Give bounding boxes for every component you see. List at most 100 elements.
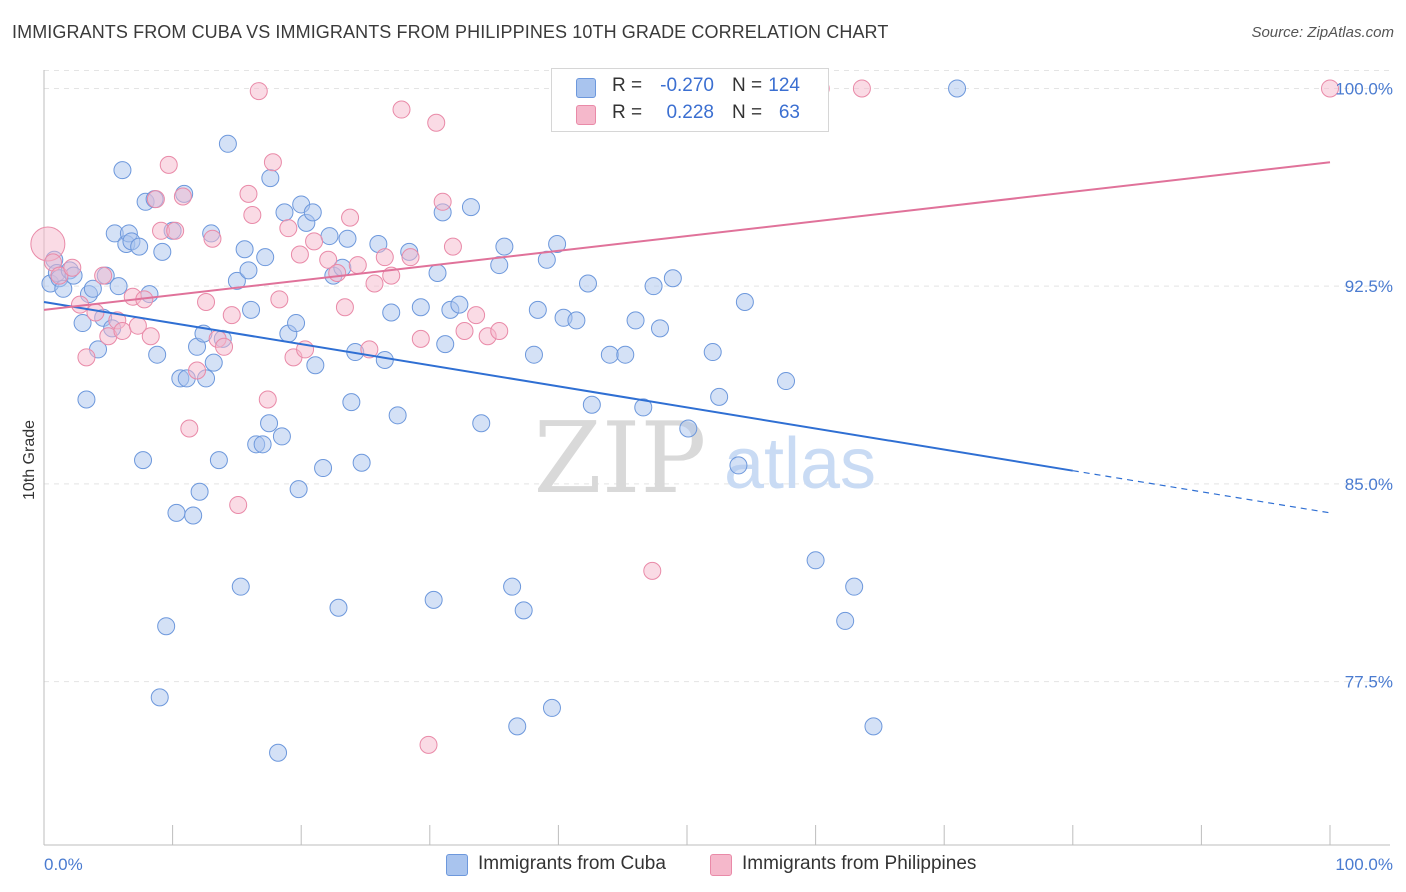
y-tick-label: 77.5%: [1345, 673, 1393, 692]
data-point: [63, 258, 82, 277]
source-label: Source: ZipAtlas.com: [1251, 24, 1394, 41]
bottom-legend-label: Immigrants from Cuba: [478, 853, 666, 874]
data-point: [303, 203, 322, 222]
watermark-atlas: atlas: [724, 424, 876, 504]
data-point: [436, 335, 455, 354]
legend-swatch-philippines: [576, 105, 596, 125]
data-point: [663, 269, 682, 288]
data-point: [73, 314, 92, 333]
data-point: [735, 292, 754, 311]
data-point: [338, 229, 357, 248]
data-point: [508, 717, 527, 736]
data-point: [490, 256, 509, 275]
data-point: [348, 256, 367, 275]
data-point: [222, 306, 241, 325]
data-point: [275, 203, 294, 222]
y-tick-labels: 77.5% 85.0% 92.5% 100.0%: [1335, 79, 1393, 691]
data-point: [215, 337, 234, 356]
data-point: [382, 303, 401, 322]
data-point: [335, 298, 354, 317]
data-point: [188, 361, 207, 380]
data-point: [94, 266, 113, 285]
data-point: [650, 319, 669, 338]
legend-row-philippines: R = 0.228 N = 63: [552, 100, 828, 128]
data-point: [461, 198, 480, 217]
legend-swatch-cuba: [576, 78, 596, 98]
y-axis-label: 10th Grade: [21, 420, 38, 500]
data-point: [365, 274, 384, 293]
trend-lines: [43, 161, 1331, 514]
data-point: [401, 248, 420, 267]
data-point: [109, 277, 128, 296]
data-point: [352, 453, 371, 472]
data-point: [443, 237, 462, 256]
data-point: [227, 271, 246, 290]
data-point: [582, 395, 601, 414]
data-point: [375, 248, 394, 267]
data-point: [524, 345, 543, 364]
data-point: [77, 348, 96, 367]
legend-r-value: 0.228: [666, 102, 714, 123]
data-point: [433, 192, 452, 211]
data-point: [729, 456, 748, 475]
data-point: [528, 300, 547, 319]
data-point: [1321, 79, 1339, 98]
data-point: [328, 263, 347, 282]
data-point: [204, 353, 223, 372]
data-point: [256, 248, 275, 267]
data-point: [243, 205, 262, 224]
data-point: [411, 329, 430, 348]
legend-r-value: -0.270: [660, 75, 714, 96]
legend-r-label: R =: [612, 75, 643, 96]
trend-line-philippines: [43, 161, 1331, 311]
data-point: [141, 327, 160, 346]
data-point: [272, 427, 291, 446]
data-point: [806, 551, 825, 570]
data-point: [190, 482, 209, 501]
data-point: [419, 735, 438, 754]
data-point: [146, 190, 165, 209]
data-point: [148, 345, 167, 364]
bottom-legend-swatch-philippines: [710, 854, 732, 876]
bottom-legend: Immigrants from Cuba Immigrants from Phi…: [0, 852, 1406, 878]
legend: R = -0.270 N = 124 R = 0.228 N = 63: [551, 68, 829, 132]
data-point: [159, 155, 178, 174]
data-point: [548, 234, 567, 253]
data-point: [83, 279, 102, 298]
trend-line-cuba-projection: [1072, 470, 1331, 514]
chart-title: IMMIGRANTS FROM CUBA VS IMMIGRANTS FROM …: [12, 22, 889, 42]
data-point: [218, 134, 237, 153]
data-point: [503, 577, 522, 596]
data-point: [289, 480, 308, 499]
legend-n-label: N =: [732, 75, 763, 96]
legend-n-value: 124: [768, 75, 800, 96]
data-point: [616, 345, 635, 364]
watermark-zip: ZIP: [534, 402, 707, 516]
data-point: [305, 232, 324, 251]
data-point: [180, 419, 199, 438]
data-point: [258, 390, 277, 409]
data-point: [710, 387, 729, 406]
data-point: [86, 303, 105, 322]
data-point: [375, 350, 394, 369]
data-point: [643, 561, 662, 580]
data-point: [235, 240, 254, 259]
data-point: [490, 321, 509, 340]
series-cuba: [41, 79, 967, 762]
data-point: [567, 311, 586, 330]
data-point: [270, 290, 289, 309]
data-point: [231, 577, 250, 596]
data-point: [320, 227, 339, 246]
data-point: [77, 390, 96, 409]
data-point: [239, 261, 258, 280]
data-point: [948, 79, 967, 98]
data-point: [836, 611, 855, 630]
data-point: [388, 406, 407, 425]
data-point: [392, 100, 411, 119]
data-point: [845, 577, 864, 596]
data-point: [679, 419, 698, 438]
legend-row-cuba: R = -0.270 N = 124: [552, 73, 828, 101]
data-point: [427, 113, 446, 132]
data-point: [130, 237, 149, 256]
data-point: [542, 698, 561, 717]
